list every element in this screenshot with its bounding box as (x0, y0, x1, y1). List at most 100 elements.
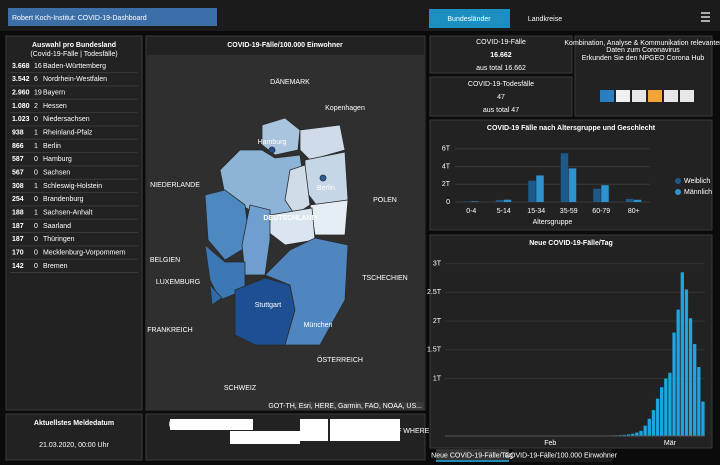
bar[interactable] (680, 272, 684, 436)
map-label: Hamburg (258, 139, 287, 146)
bar[interactable] (593, 188, 601, 202)
bar[interactable] (639, 430, 643, 436)
bar[interactable] (601, 185, 609, 202)
bar[interactable] (684, 289, 689, 436)
map-regions (204, 117, 349, 346)
state-cases[interactable]: 170 (12, 249, 24, 256)
state-name[interactable]: Mecklenburg-Vorpommern (43, 249, 126, 256)
logo-bonn: UNIVERSITÄT BONN (231, 433, 299, 441)
state-region[interactable] (299, 124, 346, 161)
state-name[interactable]: Sachsen (43, 169, 70, 176)
state-deaths: 0 (34, 156, 38, 163)
state-cases[interactable]: 254 (12, 196, 24, 203)
date-title: Aktuellstes Meldedatum (34, 420, 114, 427)
state-cases[interactable]: 187 (12, 223, 24, 230)
state-name[interactable]: Sachsen-Anhalt (43, 209, 92, 216)
state-cases[interactable]: 188 (12, 209, 24, 216)
state-cases[interactable]: 587 (12, 156, 24, 163)
state-name[interactable]: Bremen (43, 263, 68, 270)
bottom-tab[interactable] (512, 449, 612, 462)
bar[interactable] (655, 398, 660, 436)
state-cases[interactable]: 3.542 (12, 76, 30, 83)
state-region[interactable] (234, 277, 296, 346)
tab[interactable]: Bundesländer (447, 16, 491, 23)
bar[interactable] (676, 309, 680, 436)
attribution-bg (290, 402, 424, 410)
state-cases[interactable]: 567 (12, 169, 24, 176)
state-name[interactable]: Berlin (43, 143, 61, 150)
bar[interactable] (463, 201, 471, 202)
bar[interactable] (471, 201, 479, 202)
bottom-tab-label[interactable]: COVID-19-Fälle/100.000 Einwohner (505, 452, 618, 459)
list-title: Auswahl pro Bundesland (32, 42, 116, 49)
state-name[interactable]: Baden-Württemberg (43, 63, 106, 70)
map-label: München (304, 322, 333, 329)
state-deaths: 2 (34, 103, 38, 110)
hub-link[interactable]: Erkunden Sie den NPGEO Corona Hub (582, 55, 705, 62)
state-cases[interactable]: 3.668 (12, 63, 30, 70)
x-tick-label: 60-79 (592, 208, 610, 215)
state-name[interactable]: Rheinland-Pfalz (43, 129, 93, 136)
state-name[interactable]: Thüringen (43, 236, 75, 243)
bar[interactable] (660, 387, 664, 436)
bar[interactable] (503, 199, 512, 202)
bar[interactable] (643, 425, 647, 436)
state-name[interactable]: Hessen (43, 103, 67, 110)
map-label: LUXEMBURG (156, 279, 200, 286)
state-cases[interactable]: 142 (12, 263, 24, 270)
bottom-tab-label[interactable]: Neue COVID-19-Fälle/Tag (431, 452, 513, 459)
bar[interactable] (693, 344, 697, 436)
bar[interactable] (635, 432, 639, 436)
state-name[interactable]: Brandenburg (43, 196, 84, 203)
state-cases[interactable]: 2.960 (12, 90, 30, 97)
bar[interactable] (495, 200, 504, 202)
bar[interactable] (701, 401, 705, 436)
state-name[interactable]: Bayern (43, 90, 65, 97)
bar[interactable] (664, 378, 668, 436)
state-name[interactable]: Nordrhein-Westfalen (43, 76, 107, 83)
map-label: SCHWEIZ (224, 385, 257, 392)
bar[interactable] (560, 153, 569, 202)
dashboard-title: Robert Koch-Institut: COVID-19-Dashboard (12, 15, 147, 22)
map-title: COVID-19-Fälle/100.000 Einwohner (227, 42, 343, 49)
y-tick-label: 2T (433, 318, 442, 325)
state-name[interactable]: Hamburg (43, 156, 72, 163)
state-deaths: 0 (34, 196, 38, 203)
bar[interactable] (647, 418, 651, 436)
cases-value: 16.662 (490, 52, 512, 59)
tab-active[interactable] (429, 9, 510, 28)
bar[interactable] (631, 433, 635, 436)
bar[interactable] (672, 332, 676, 436)
state-deaths: 0 (34, 223, 38, 230)
bar[interactable] (625, 198, 634, 202)
bar[interactable] (668, 372, 672, 436)
state-cases[interactable]: 1.080 (12, 103, 30, 110)
tab[interactable]: Landkreise (528, 16, 562, 23)
state-cases[interactable]: 308 (12, 183, 24, 190)
bar[interactable] (536, 175, 544, 202)
map-label: NIEDERLANDE (150, 182, 200, 189)
state-region[interactable] (209, 283, 223, 306)
bar[interactable] (528, 180, 536, 202)
bar[interactable] (688, 318, 693, 436)
bar[interactable] (697, 367, 701, 436)
menu-icon[interactable] (701, 12, 710, 22)
bar[interactable] (622, 434, 627, 436)
bar[interactable] (651, 410, 656, 436)
state-cases[interactable]: 938 (12, 129, 24, 136)
bar[interactable] (627, 434, 631, 436)
state-name[interactable]: Niedersachsen (43, 116, 90, 123)
state-cases[interactable]: 187 (12, 236, 24, 243)
state-name[interactable]: Schleswig-Holstein (43, 183, 102, 190)
state-deaths: 0 (34, 249, 38, 256)
state-name[interactable]: Saarland (43, 223, 71, 230)
bar[interactable] (633, 199, 642, 202)
state-cases[interactable]: 1.023 (12, 116, 30, 123)
state-region[interactable] (261, 117, 301, 156)
state-region[interactable] (264, 237, 349, 346)
deaths-value: 47 (497, 94, 505, 101)
city-state (319, 174, 327, 182)
bottom-tab-active[interactable] (436, 449, 509, 462)
bar[interactable] (568, 168, 577, 202)
state-cases[interactable]: 866 (12, 143, 24, 150)
